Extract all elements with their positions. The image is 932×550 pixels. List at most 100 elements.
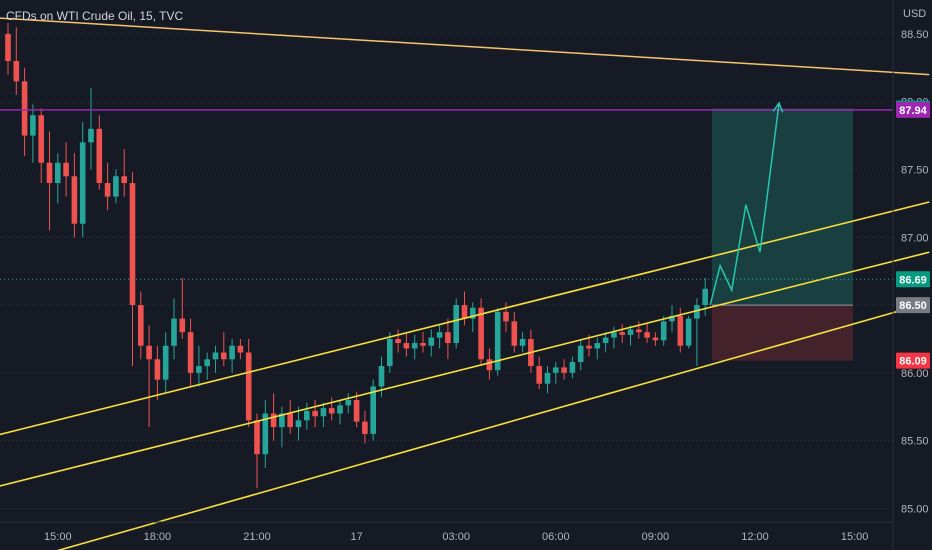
candle-up: [685, 318, 692, 346]
candle-down: [461, 305, 468, 319]
candle-down: [652, 337, 659, 341]
candle-down: [503, 311, 509, 322]
time-tick-label: 15:00: [44, 531, 72, 543]
candle-up: [544, 372, 551, 384]
candle-down: [445, 332, 451, 344]
price-tick-label: 87.50: [901, 164, 929, 176]
position-zones: [711, 108, 853, 361]
candle-down: [245, 352, 252, 421]
time-tick-label: 03:00: [442, 531, 470, 543]
candle-down: [187, 332, 194, 373]
price-tag: [896, 271, 930, 288]
candle-down: [146, 345, 152, 360]
candle-down: [96, 128, 103, 184]
time-tick-label: 17: [350, 531, 362, 543]
price-tag-label: 87.94: [899, 105, 927, 117]
price-tag: [896, 297, 930, 314]
candle-up: [569, 362, 576, 373]
candle-up: [594, 343, 601, 349]
candle-up: [196, 366, 202, 373]
projection-arrowhead: [772, 101, 784, 113]
candle-down: [403, 343, 410, 349]
candle-down: [536, 366, 542, 384]
price-tag: [896, 352, 930, 369]
candle-up: [702, 288, 708, 306]
candle-down: [46, 162, 53, 184]
candle-down: [287, 413, 293, 428]
stop-zone: [711, 305, 853, 361]
candle-up: [611, 332, 617, 338]
candle-down: [138, 305, 144, 346]
candle-up: [171, 318, 177, 346]
candle-down: [154, 359, 161, 380]
price-tick-label: 85.00: [901, 503, 929, 515]
candle-up: [660, 321, 667, 341]
candle-up: [669, 315, 675, 322]
price-tick-label: 86.00: [901, 368, 929, 380]
price-tag-label: 86.50: [899, 300, 927, 312]
candle-up: [553, 367, 559, 373]
candle-down: [478, 307, 484, 360]
candle-up: [345, 399, 352, 406]
time-tick-label: 21:00: [243, 531, 271, 543]
channel-line: [0, 251, 930, 487]
candle-up: [113, 176, 119, 197]
candle-up: [627, 329, 634, 335]
candle-up: [370, 386, 376, 434]
candle-up: [279, 413, 285, 428]
candle-up: [30, 115, 36, 136]
candle-down: [121, 176, 127, 184]
channel-line: [56, 301, 930, 550]
candle-up: [55, 162, 61, 184]
candle-up: [387, 338, 393, 367]
candle-down: [221, 352, 227, 360]
candle-up: [694, 305, 700, 319]
candle-down: [395, 338, 401, 344]
time-tick-label: 06:00: [542, 531, 570, 543]
candle-down: [353, 399, 360, 422]
candle-up: [79, 142, 86, 224]
price-tick-label: 88.50: [901, 29, 929, 41]
time-tick-label: 15:00: [841, 531, 869, 543]
candle-down: [21, 81, 28, 136]
chart-title: CFDs on WTI Crude Oil, 15, TVC: [6, 9, 184, 23]
candle-up: [162, 345, 169, 380]
candle-down: [420, 343, 426, 346]
candle-up: [204, 359, 210, 367]
candle-down: [254, 420, 260, 455]
candle-down: [63, 162, 69, 177]
candle-down: [619, 332, 625, 335]
candle-up: [304, 410, 310, 421]
price-tag-label: 86.09: [899, 356, 927, 368]
price-tick-label: 87.00: [901, 232, 929, 244]
candle-down: [104, 183, 111, 197]
candle-down: [636, 329, 642, 333]
candle-up: [470, 307, 476, 319]
candle-up: [212, 352, 219, 360]
candle-up: [602, 337, 609, 344]
candle-down: [586, 345, 592, 349]
projection-path: [709, 102, 780, 306]
candle-up: [428, 337, 435, 346]
candle-down: [179, 318, 186, 333]
time-tick-label: 12:00: [741, 531, 769, 543]
candle-down: [312, 410, 318, 417]
candle-up: [378, 366, 385, 387]
candle-down: [270, 413, 277, 428]
candle-up: [88, 128, 94, 143]
candle-down: [129, 183, 136, 306]
candle-up: [411, 343, 418, 349]
candle-down: [38, 115, 44, 163]
candle-up: [519, 338, 526, 346]
candle-down: [5, 33, 11, 62]
candle-up: [494, 311, 501, 371]
target-zone: [711, 108, 853, 306]
candle-down: [561, 367, 567, 373]
candle-up: [229, 345, 235, 360]
candle-down: [677, 315, 684, 346]
currency-label: USD: [903, 8, 926, 20]
